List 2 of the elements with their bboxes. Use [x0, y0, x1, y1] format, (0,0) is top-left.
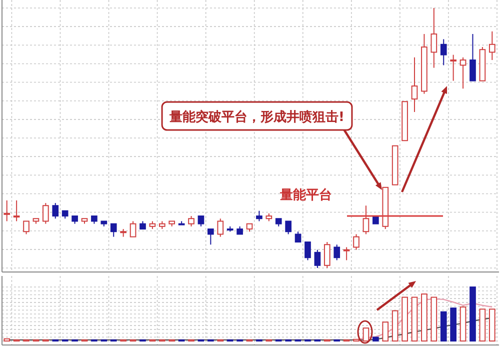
annotation: 量能突破平台，形成井喷狙击!	[168, 109, 344, 125]
annotation: 量能平台	[279, 187, 332, 203]
